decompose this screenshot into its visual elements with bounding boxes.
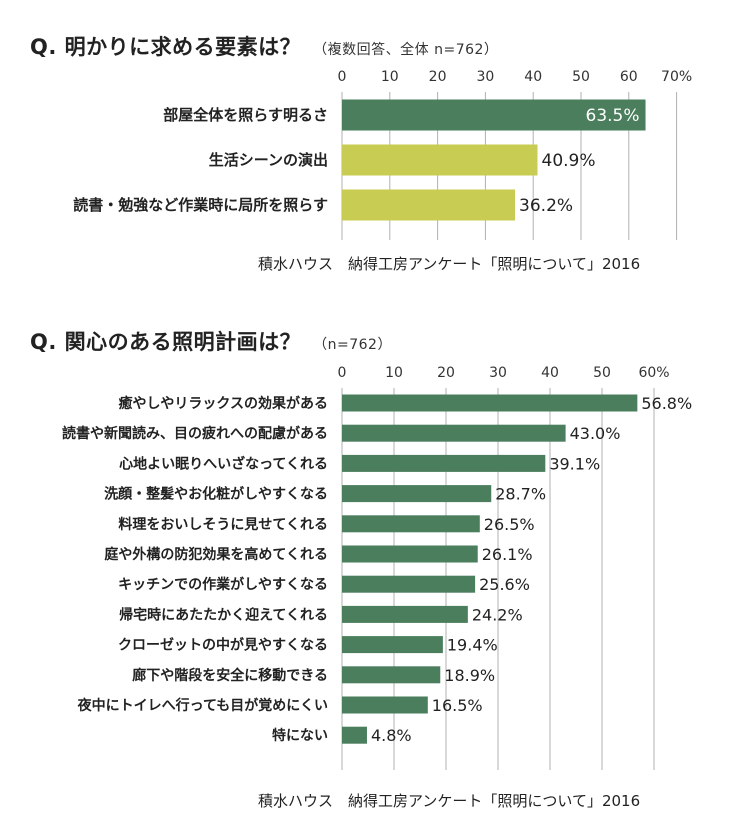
chart2-tick-label: 60% bbox=[638, 365, 669, 381]
chart2-source: 積水ハウス 納得工房アンケート「照明について」2016 bbox=[258, 792, 641, 810]
chart1-tick-label: 40 bbox=[524, 69, 542, 85]
chart2-value-label: 26.5% bbox=[484, 515, 535, 534]
chart2-category-label: クローゼットの中が見やすくなる bbox=[118, 637, 328, 654]
chart2-subtitle: （n=762） bbox=[313, 337, 392, 353]
chart1-title-text: Q. 明かりに求める要素は？ bbox=[30, 35, 302, 59]
chart2-bar bbox=[342, 485, 492, 503]
chart2-category-label: 庭や外構の防犯効果を高めてくれる bbox=[104, 546, 328, 563]
chart1-category-label: 部屋全体を照らす明るさ bbox=[163, 106, 328, 124]
chart2-category-label: 洗顔・整髪やお化粧がしやすくなる bbox=[104, 486, 328, 503]
chart2-value-label: 39.1% bbox=[549, 454, 600, 473]
chart2-value-label: 28.7% bbox=[495, 485, 546, 504]
chart2-category-label: キッチンでの作業がしやすくなる bbox=[118, 576, 328, 593]
chart2-category-label: 特にない bbox=[272, 727, 328, 744]
chart2-tick-label: 10 bbox=[385, 365, 403, 381]
chart2-category-label: 料理をおいしそうに見せてくれる bbox=[118, 516, 328, 533]
chart1-bar bbox=[342, 99, 646, 131]
chart2-value-label: 16.5% bbox=[432, 696, 483, 715]
chart1-tick-label: 70% bbox=[661, 69, 692, 85]
chart2-bar bbox=[342, 394, 638, 412]
chart2-title-text: Q. 関心のある照明計画は？ bbox=[30, 330, 302, 354]
chart2-value-label: 26.1% bbox=[482, 545, 533, 564]
chart2-tick-label: 0 bbox=[338, 365, 347, 381]
chart2-bar bbox=[342, 666, 441, 684]
chart2-bar bbox=[342, 454, 546, 472]
chart2-tick-label: 30 bbox=[489, 365, 507, 381]
chart2-value-label: 24.2% bbox=[472, 605, 523, 624]
chart1-category-label: 読書・勉強など作業時に局所を照らす bbox=[73, 196, 328, 214]
chart1-bar bbox=[342, 189, 516, 221]
chart2-bar bbox=[342, 545, 478, 563]
chart2-bar bbox=[342, 575, 476, 593]
chart2-tick-label: 50 bbox=[593, 365, 611, 381]
chart1-value-label: 36.2% bbox=[519, 196, 573, 216]
chart2-value-label: 4.8% bbox=[371, 726, 412, 745]
chart2-value-label: 56.8% bbox=[641, 394, 692, 413]
chart2-category-label: 読書や新聞読み、目の疲れへの配慮がある bbox=[62, 425, 328, 442]
chart2-bar bbox=[342, 696, 428, 714]
chart2-value-label: 25.6% bbox=[479, 575, 530, 594]
chart2-tick-label: 20 bbox=[437, 365, 455, 381]
chart2-bar bbox=[342, 636, 443, 654]
chart1-value-label: 63.5% bbox=[586, 106, 640, 126]
chart1-tick-label: 50 bbox=[572, 69, 590, 85]
chart1-bar bbox=[342, 144, 538, 176]
chart1-subtitle: （複数回答、全体 n=762） bbox=[313, 42, 499, 58]
chart2-value-label: 19.4% bbox=[447, 636, 498, 655]
chart2-bar bbox=[342, 726, 367, 744]
chart2-bar bbox=[342, 605, 468, 623]
chart2-category-label: 癒やしやリラックスの効果がある bbox=[119, 395, 328, 412]
chart2-category-label: 心地よい眠りへいざなってくれる bbox=[119, 455, 328, 472]
chart1-source: 積水ハウス 納得工房アンケート「照明について」2016 bbox=[258, 255, 641, 273]
chart1-title: Q. 明かりに求める要素は？ （複数回答、全体 n=762） bbox=[30, 31, 498, 61]
chart2-tick-label: 40 bbox=[541, 365, 559, 381]
chart2-bar bbox=[342, 515, 480, 533]
chart2-category-label: 廊下や階段を安全に移動できる bbox=[132, 667, 328, 684]
chart1-tick-label: 10 bbox=[381, 69, 399, 85]
chart1-category-label: 生活シーンの演出 bbox=[209, 151, 328, 169]
chart2-bar bbox=[342, 424, 566, 442]
chart2-category-label: 夜中にトイレへ行っても目が覚めにくい bbox=[77, 697, 328, 714]
chart2-category-label: 帰宅時にあたたかく迎えてくれる bbox=[119, 606, 328, 623]
chart1-value-label: 40.9% bbox=[542, 151, 596, 171]
chart2-value-label: 18.9% bbox=[444, 666, 495, 685]
chart1-tick-label: 60 bbox=[620, 69, 638, 85]
chart2-title: Q. 関心のある照明計画は？ （n=762） bbox=[30, 326, 392, 356]
chart1-tick-label: 20 bbox=[429, 69, 447, 85]
chart2-value-label: 43.0% bbox=[570, 424, 621, 443]
chart1-tick-label: 0 bbox=[338, 69, 347, 85]
chart1-tick-label: 30 bbox=[476, 69, 494, 85]
